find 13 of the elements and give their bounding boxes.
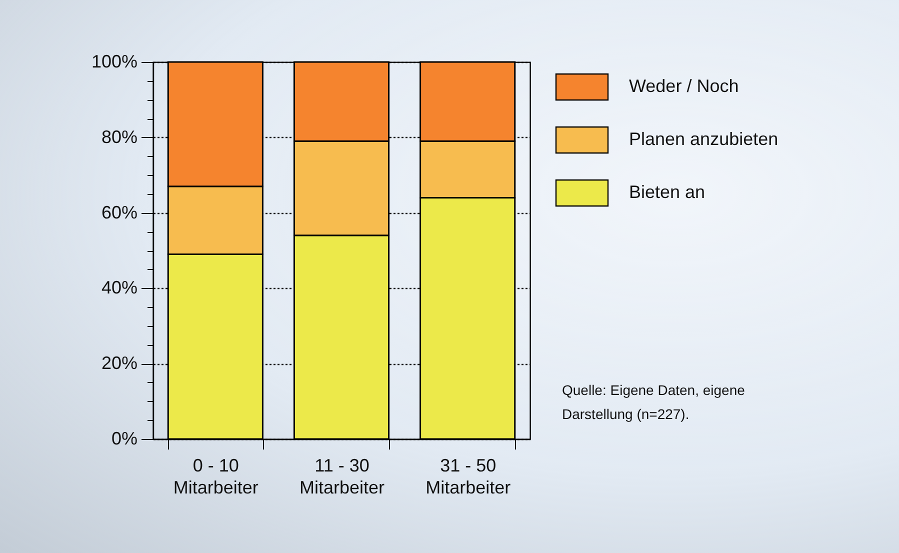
x-tick-label: 11 - 30 Mitarbeiter [299, 456, 385, 498]
y-tick-label: 80% [101, 126, 138, 147]
y-tick-label: 60% [101, 202, 138, 222]
source-note: Quelle: Eigene Daten, eigene Darstellung (n=227). [562, 382, 746, 422]
x-tick-label: 31 - 50 Mitarbeiter [426, 456, 511, 498]
y-tick-label: 20% [101, 353, 138, 374]
x-tick-label: 0 - 10 Mitarbeiter [173, 456, 258, 498]
y-tick-label: 100% [91, 52, 138, 72]
legend-label: Weder / Noch [629, 76, 739, 96]
y-tick-label: 40% [101, 278, 138, 298]
legend-label: Planen anzubieten [629, 129, 778, 149]
y-tick-label: 0% [111, 428, 138, 448]
legend-label: Bieten an [629, 182, 706, 202]
